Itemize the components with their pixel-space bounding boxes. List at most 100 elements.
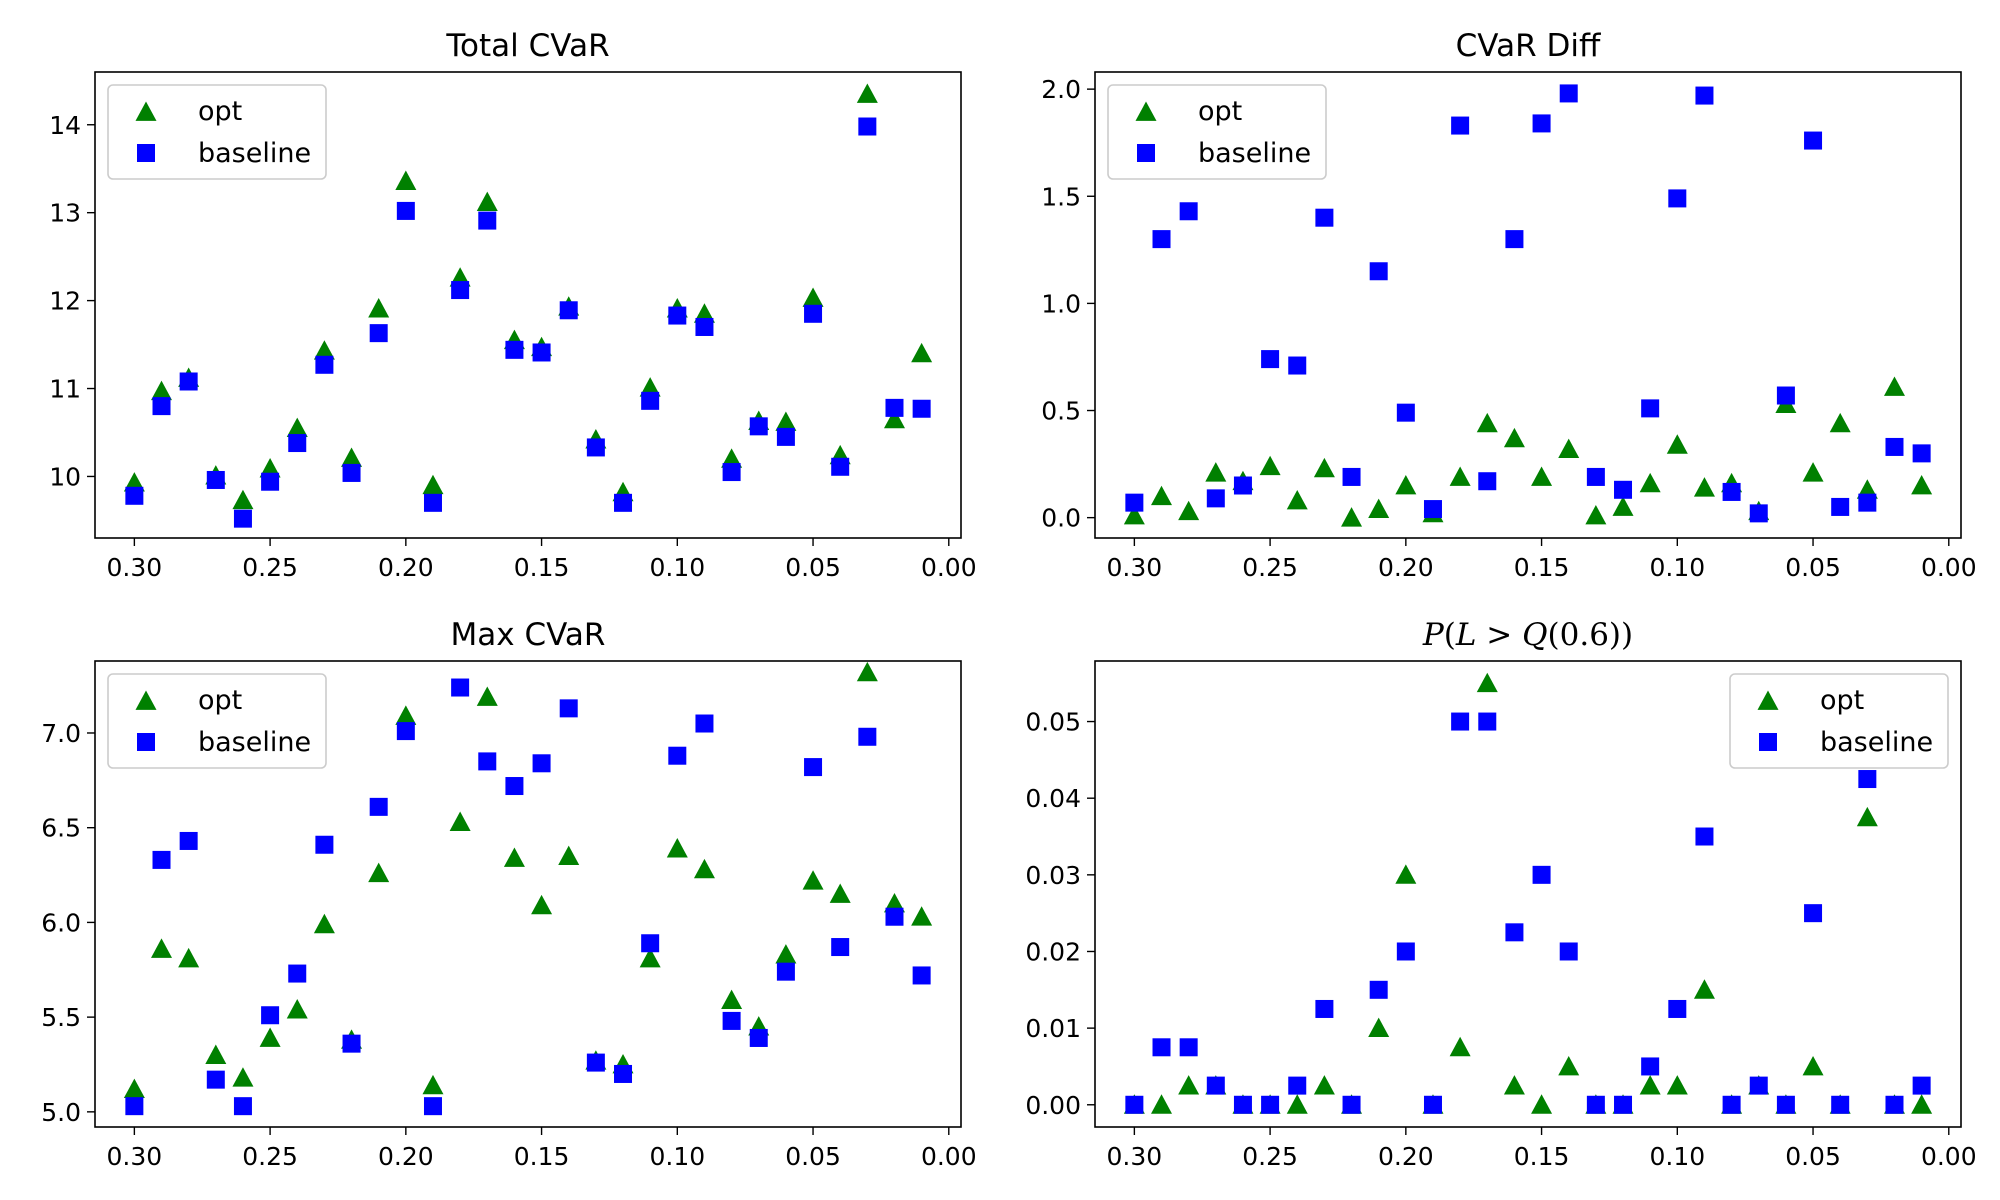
- series-opt: [1123, 376, 1933, 527]
- baseline-point: [532, 754, 551, 773]
- baseline-point: [1912, 1076, 1931, 1095]
- opt-point: [1639, 1075, 1661, 1095]
- panel-4: P(L > Q(0.6)) 0.30 0.25 0.20 0.15 0.10 0.05 0.0…: [1025, 617, 1976, 1171]
- baseline-point: [722, 1011, 741, 1030]
- opt-point: [1313, 1075, 1335, 1095]
- y-tick-label: 1.0: [1041, 289, 1081, 318]
- legend-opt-label: opt: [1198, 96, 1242, 127]
- baseline-point: [1451, 712, 1470, 731]
- baseline-point: [1152, 230, 1171, 249]
- opt-point: [368, 862, 390, 883]
- baseline-point: [1722, 482, 1741, 501]
- opt-point: [639, 947, 661, 968]
- legend-opt-label: opt: [198, 96, 242, 127]
- baseline-point: [179, 372, 198, 391]
- legend-baseline-label: baseline: [198, 138, 311, 169]
- chart-title: Max CVaR: [451, 617, 606, 653]
- legend-baseline-marker: [1137, 144, 1155, 162]
- baseline-point: [206, 470, 225, 489]
- baseline-point: [858, 117, 877, 136]
- opt-point: [178, 947, 200, 968]
- baseline-point: [451, 678, 470, 697]
- x-tick-label: 0.05: [785, 553, 841, 582]
- opt-point: [1151, 485, 1173, 506]
- opt-point: [368, 298, 390, 318]
- chart-title: Total CVaR: [445, 28, 609, 64]
- baseline-point: [1233, 476, 1252, 495]
- x-tick-label: 0.15: [514, 1142, 570, 1171]
- baseline-point: [288, 964, 307, 983]
- x-tick-label: 0.10: [1649, 1142, 1705, 1171]
- baseline-point: [1152, 1038, 1171, 1057]
- opt-point: [286, 417, 308, 438]
- legend: opt baseline: [1107, 84, 1327, 180]
- baseline-point: [1451, 116, 1470, 135]
- opt-point: [1612, 496, 1634, 516]
- opt-point: [1286, 1094, 1308, 1114]
- opt-point: [123, 472, 145, 492]
- opt-point: [476, 191, 498, 212]
- opt-point: [286, 999, 308, 1019]
- baseline-point: [233, 509, 252, 528]
- y-tick-label: 0.00: [1025, 1091, 1081, 1120]
- legend-opt-marker: [135, 690, 157, 710]
- y-tick-label: 0.0: [1041, 504, 1081, 533]
- baseline-point: [125, 486, 144, 505]
- baseline-point: [152, 397, 171, 416]
- baseline-point: [668, 746, 687, 765]
- baseline-point: [315, 355, 334, 374]
- opt-point: [1639, 472, 1661, 493]
- baseline-point: [1668, 189, 1687, 208]
- baseline-point: [776, 962, 795, 981]
- baseline-point: [152, 850, 171, 869]
- baseline-point: [1559, 942, 1578, 961]
- baseline-point: [586, 1053, 605, 1072]
- opt-point: [1395, 864, 1417, 884]
- legend: opt baseline: [107, 84, 327, 180]
- y-tick-label: 1.5: [1041, 182, 1081, 211]
- opt-point: [883, 892, 905, 913]
- baseline-point: [1505, 230, 1524, 249]
- opt-point: [721, 448, 743, 468]
- baseline-point: [641, 391, 660, 410]
- baseline-point: [261, 1006, 280, 1025]
- baseline-point: [1261, 350, 1280, 369]
- baseline-point: [804, 758, 823, 777]
- baseline-point: [451, 281, 470, 300]
- opt-point: [1449, 466, 1471, 486]
- baseline-point: [1125, 1095, 1144, 1114]
- baseline-point: [858, 727, 877, 746]
- baseline-point: [1423, 500, 1442, 519]
- baseline-point: [369, 797, 388, 816]
- baseline-point: [831, 938, 850, 957]
- legend-opt-label: opt: [198, 685, 242, 716]
- legend-box: [1107, 84, 1327, 180]
- baseline-point: [1478, 712, 1497, 731]
- baseline-point: [1614, 480, 1633, 499]
- baseline-point: [1396, 942, 1415, 961]
- baseline-point: [1342, 1095, 1361, 1114]
- opt-point: [205, 1044, 227, 1064]
- panel-2: CVaR Diff 0.30 0.25 0.20 0.15 0.10 0.05 0.00 0.0…: [1041, 28, 1976, 582]
- baseline-point: [1749, 1076, 1768, 1095]
- y-tick-label: 12: [49, 287, 81, 316]
- opt-point: [259, 458, 281, 478]
- baseline-point: [1288, 1076, 1307, 1095]
- y-tick-label: 6.5: [41, 814, 81, 843]
- baseline-point: [1831, 1095, 1850, 1114]
- opt-point: [1558, 438, 1580, 459]
- opt-point: [1585, 505, 1607, 525]
- baseline-point: [342, 1034, 361, 1053]
- baseline-point: [342, 463, 361, 482]
- opt-point: [1178, 1075, 1200, 1095]
- x-tick-label: 0.05: [1785, 553, 1841, 582]
- opt-point: [422, 1074, 444, 1095]
- baseline-point: [478, 211, 497, 230]
- baseline-point: [315, 835, 334, 854]
- baseline-point: [1695, 827, 1714, 846]
- opt-point: [1123, 505, 1145, 525]
- y-tick-label: 13: [49, 199, 81, 228]
- opt-point: [666, 838, 688, 858]
- opt-point: [259, 1027, 281, 1047]
